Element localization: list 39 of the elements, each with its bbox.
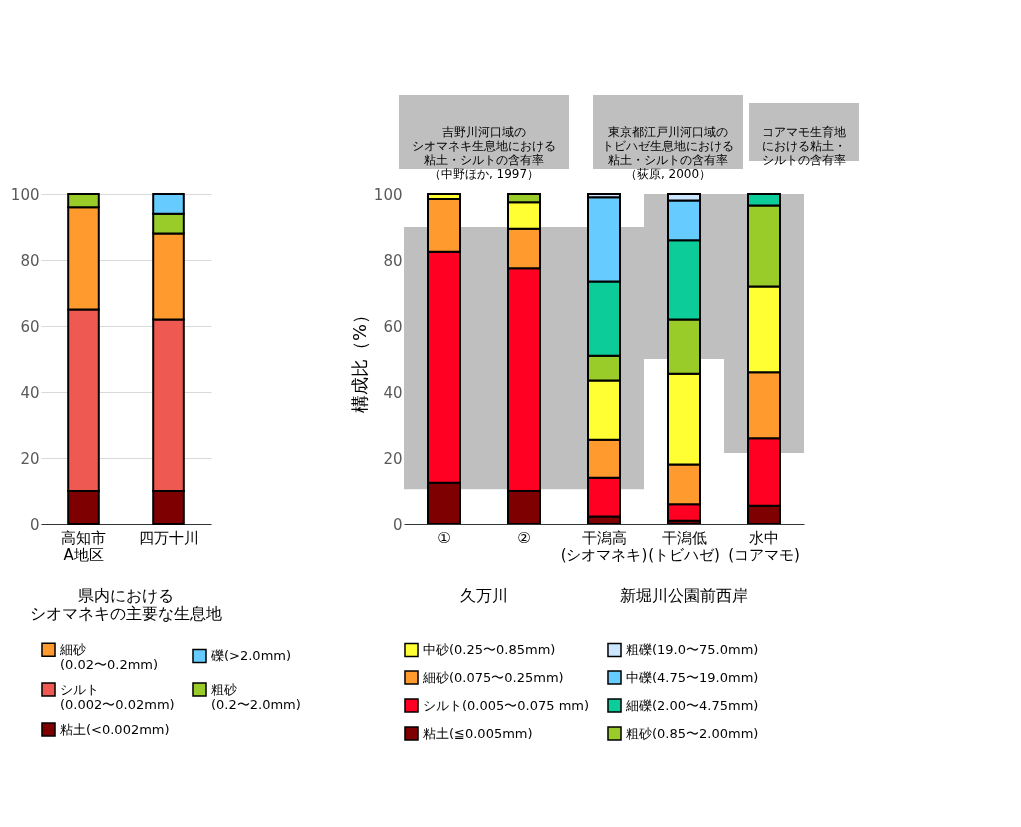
x-tick-label: 干潟高 (シオマネキ) <box>560 528 648 564</box>
x-tick-label: ① <box>437 528 451 547</box>
text: 久万川 <box>460 586 508 605</box>
legend-label: 細砂(0.075〜0.25mm) <box>422 669 564 685</box>
legend-label: シルト (0.002〜0.02mm) <box>60 681 175 712</box>
text: 新堀川公園前西岸 <box>620 586 748 605</box>
y-tick-label: 100 <box>373 185 403 204</box>
legend-label: 中礫(4.75〜19.0mm) <box>626 669 759 685</box>
y-axis-title: 構成比（%） <box>348 305 370 414</box>
legend-label: 粗砂(0.85〜2.00mm) <box>626 725 759 741</box>
x-tick-label: ② <box>517 528 531 547</box>
y-tick-label: 0 <box>29 515 40 534</box>
legend-label: 粘土(<0.002mm) <box>60 721 170 737</box>
legend-label: 中砂(0.25〜0.85mm) <box>423 641 556 657</box>
text: 県内におけるシオマネキの主要な生息地 <box>30 586 222 623</box>
x-tick-label: 水中 (コアマモ) <box>728 528 800 564</box>
legend-label: 粗礫(19.0〜75.0mm) <box>626 641 759 657</box>
y-tick-label: 60 <box>383 317 403 336</box>
legend-label: 粗砂 (0.2〜2.0mm) <box>211 681 301 712</box>
text: 東京都江戸川河口域のトビハゼ生息地における粘土・シルトの含有率（荻原, 2000） <box>602 125 734 181</box>
legend-label: 細礫(2.00〜4.75mm) <box>625 697 759 713</box>
y-tick-label: 80 <box>20 251 40 270</box>
legend-label: 細砂 (0.02〜0.2mm) <box>59 641 159 672</box>
text: コアマモ生育地における粘土・シルトの含有率 <box>762 125 846 167</box>
legend-label: シルト(0.005〜0.075 mm) <box>423 697 590 713</box>
y-tick-label: 20 <box>20 449 40 468</box>
y-tick-label: 60 <box>20 317 40 336</box>
y-tick-label: 0 <box>392 515 403 534</box>
y-tick-label: 40 <box>383 383 403 402</box>
x-tick-label: 四万十川 <box>138 528 199 547</box>
y-tick-label: 20 <box>383 449 403 468</box>
y-tick-label: 40 <box>20 383 40 402</box>
legend-label: 粘土(≦0.005mm) <box>423 725 533 741</box>
x-tick-label: 高知市 A地区 <box>61 528 106 564</box>
y-tick-label: 80 <box>383 251 403 270</box>
text: 吉野川河口域のシオマネキ生息地における粘土・シルトの含有率（中野ほか, 1997） <box>412 125 556 181</box>
legend-label: 礫(>2.0mm) <box>210 647 292 663</box>
x-tick-label: 干潟低 (トビハゼ) <box>648 528 720 564</box>
y-tick-label: 100 <box>10 185 40 204</box>
